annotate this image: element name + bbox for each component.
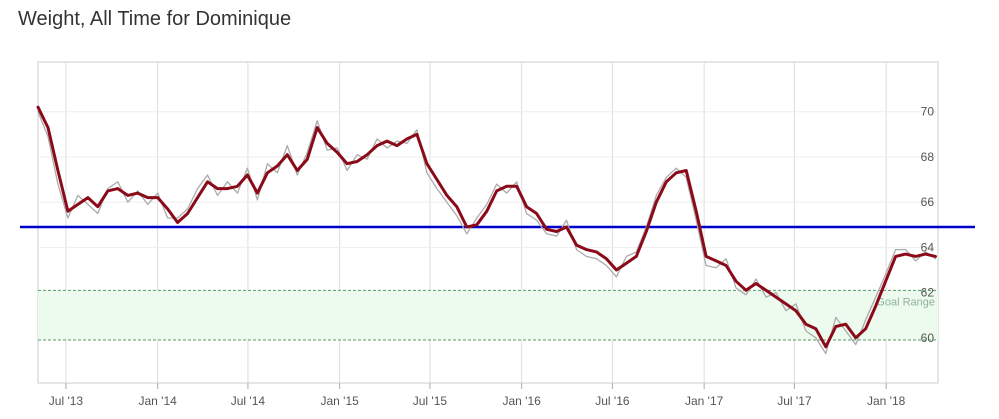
y-tick-label: 64 <box>921 240 935 254</box>
goal-range-band <box>38 290 938 341</box>
goal-range: Goal Range <box>38 289 938 341</box>
x-tick-label: Jul '14 <box>231 394 266 408</box>
y-tick-label: 66 <box>921 195 935 209</box>
raw-weight-series-line <box>37 111 937 355</box>
x-tick-label: Jul '17 <box>777 394 812 408</box>
y-tick-label: 62 <box>921 286 935 300</box>
x-tick-label: Jan '18 <box>867 394 906 408</box>
goal-range-label: Goal Range <box>876 296 935 308</box>
series-lines <box>36 105 937 355</box>
y-tick-label: 60 <box>921 331 935 345</box>
x-tick-label: Jan '16 <box>502 394 541 408</box>
x-tick-label: Jul '13 <box>49 394 84 408</box>
x-tick-label: Jan '15 <box>320 394 359 408</box>
trend-weight-series-line <box>36 105 937 349</box>
y-tick-label: 68 <box>921 150 935 164</box>
y-tick-label: 70 <box>921 105 935 119</box>
chart-title: Weight, All Time for Dominique <box>18 8 292 30</box>
x-tick-label: Jul '15 <box>413 394 448 408</box>
x-tick-label: Jul '16 <box>595 394 630 408</box>
x-tick-label: Jan '17 <box>685 394 724 408</box>
axis-labels: Jul '13 Jan '14 Jul '14 Jan '15 Jul '15 Jan '… <box>49 105 935 408</box>
x-tick-label: Jan '14 <box>139 394 178 408</box>
